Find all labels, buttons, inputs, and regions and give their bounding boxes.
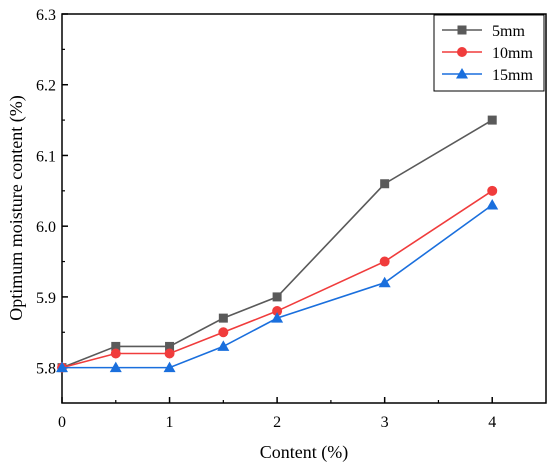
legend-marker — [457, 25, 467, 35]
plot-frame — [61, 13, 547, 404]
data-point-15mm — [163, 361, 176, 373]
data-point-15mm — [217, 340, 230, 351]
x-tick-label: 3 — [381, 414, 389, 431]
legend-item-15mm: 15mm — [442, 67, 533, 84]
series-15mm — [56, 198, 499, 373]
data-point-5mm — [487, 115, 497, 125]
data-point-15mm — [486, 198, 499, 210]
legend-marker — [457, 47, 467, 57]
x-tick-label: 2 — [273, 414, 281, 431]
series-line-5mm — [61, 119, 493, 369]
data-point-10mm — [487, 185, 498, 196]
series-line-10mm — [61, 190, 493, 369]
data-point-10mm — [218, 327, 229, 338]
data-point-10mm — [379, 256, 390, 267]
x-tick-label: 1 — [166, 414, 174, 431]
legend-label: 15mm — [492, 67, 533, 84]
legend: 5mm 10mm 15mm — [433, 14, 545, 92]
data-point-10mm — [164, 348, 175, 359]
legend-marker — [456, 68, 468, 79]
legend-item-5mm: 5mm — [442, 23, 525, 40]
x-axis-title: Content (%) — [260, 442, 348, 463]
data-point-15mm — [109, 361, 122, 373]
x-tick-label: 4 — [488, 414, 496, 431]
series-layer — [56, 115, 499, 373]
data-point-15mm — [56, 361, 68, 373]
data-point-5mm — [111, 341, 121, 351]
legend-label: 5mm — [492, 23, 525, 40]
data-point-10mm — [110, 348, 121, 359]
y-tick-label: 6.3 — [36, 7, 56, 24]
x-tick-label: 0 — [58, 414, 66, 431]
legend-box — [433, 14, 545, 92]
series-10mm — [57, 185, 498, 373]
legend-label: 10mm — [492, 45, 533, 62]
y-tick-label: 6.1 — [36, 148, 56, 165]
y-tick-label: 5.8 — [36, 361, 56, 378]
series-line-15mm — [62, 204, 493, 369]
data-point-15mm — [271, 312, 284, 323]
y-tick-label: 5.9 — [36, 290, 56, 307]
y-tick-label: 6.0 — [36, 219, 56, 236]
series-5mm — [57, 115, 497, 373]
data-point-5mm — [380, 179, 390, 189]
y-axis-title: Optimum moisture content (%) — [6, 95, 27, 320]
data-point-5mm — [272, 292, 282, 302]
data-point-15mm — [378, 276, 391, 288]
data-point-5mm — [218, 313, 228, 323]
data-point-5mm — [165, 341, 175, 351]
legend-item-10mm: 10mm — [442, 45, 533, 62]
data-point-10mm — [272, 306, 283, 317]
y-tick-label: 6.2 — [36, 78, 56, 95]
